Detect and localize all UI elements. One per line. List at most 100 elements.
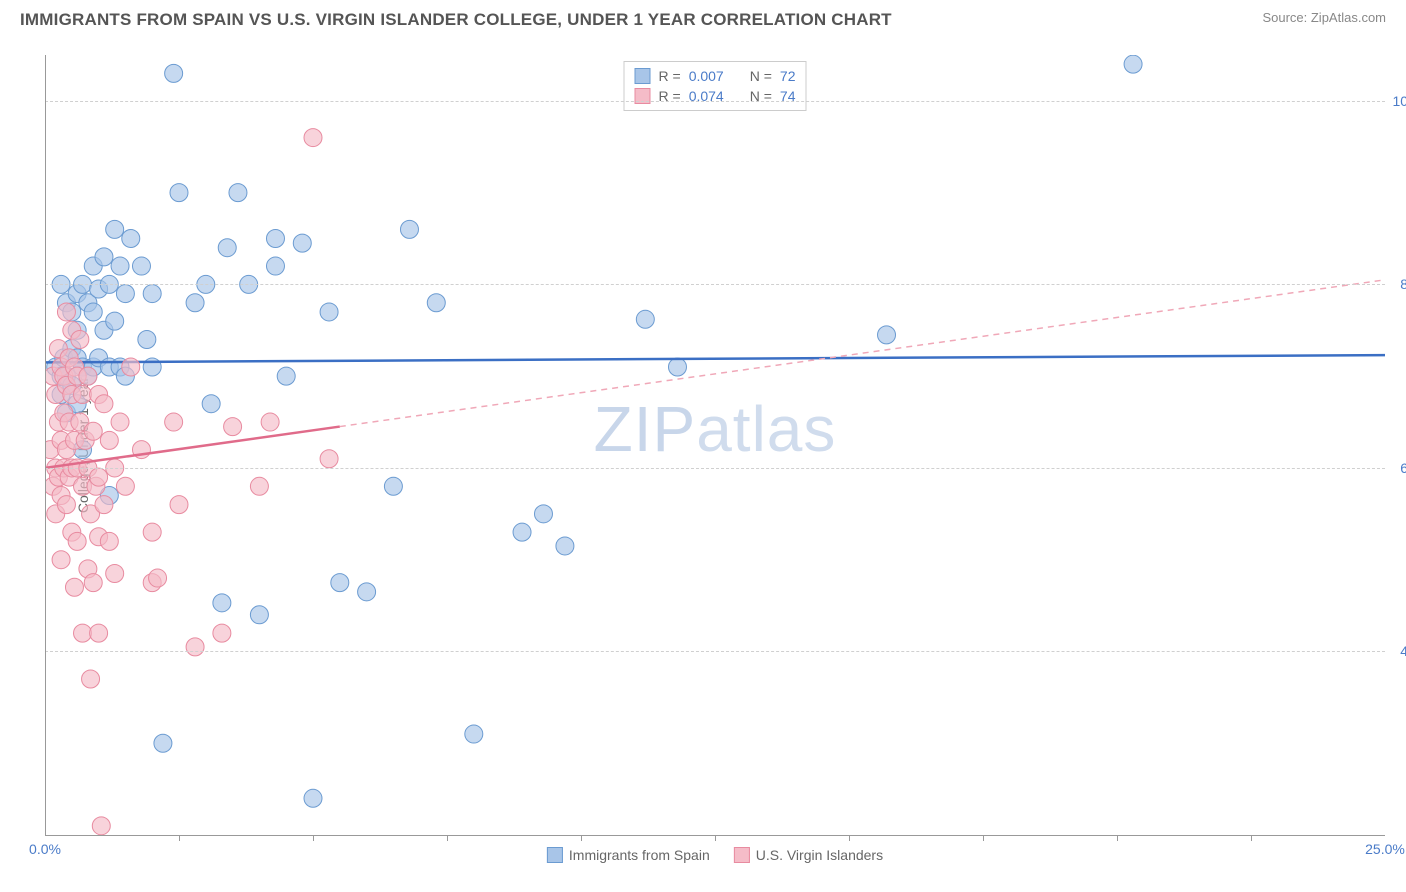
scatter-point	[106, 312, 124, 330]
scatter-plot-svg	[45, 55, 1385, 835]
scatter-point	[170, 496, 188, 514]
scatter-point	[68, 532, 86, 550]
scatter-point	[95, 395, 113, 413]
scatter-point	[92, 817, 110, 835]
scatter-point	[320, 303, 338, 321]
scatter-point	[149, 569, 167, 587]
gridline-h	[45, 468, 1385, 469]
legend-r-label: R =	[659, 68, 681, 84]
scatter-point	[358, 583, 376, 601]
scatter-point	[154, 734, 172, 752]
scatter-point	[95, 248, 113, 266]
scatter-point	[224, 418, 242, 436]
scatter-point	[213, 594, 231, 612]
y-tick-label: 60.0%	[1400, 460, 1406, 476]
scatter-point	[116, 285, 134, 303]
plot-area: ZIPatlas R =0.007N =72R =0.074N =74 Immi…	[45, 55, 1385, 835]
scatter-point	[122, 358, 140, 376]
scatter-point	[100, 532, 118, 550]
scatter-point	[513, 523, 531, 541]
y-axis-line	[45, 55, 46, 835]
scatter-point	[277, 367, 295, 385]
trendline-spain	[45, 355, 1385, 362]
scatter-point	[304, 129, 322, 147]
scatter-point	[261, 413, 279, 431]
scatter-point	[165, 413, 183, 431]
scatter-point	[170, 184, 188, 202]
gridline-h	[45, 284, 1385, 285]
gridline-h	[45, 651, 1385, 652]
scatter-point	[668, 358, 686, 376]
legend-n-label: N =	[750, 68, 772, 84]
trendline-usvi-dashed	[340, 280, 1385, 427]
scatter-point	[304, 789, 322, 807]
gridline-h	[45, 101, 1385, 102]
scatter-point	[111, 413, 129, 431]
x-minor-tick	[715, 835, 716, 841]
scatter-point	[74, 624, 92, 642]
scatter-point	[143, 523, 161, 541]
scatter-point	[74, 386, 92, 404]
scatter-point	[1124, 55, 1142, 73]
scatter-point	[250, 606, 268, 624]
legend-n-value: 72	[780, 68, 796, 84]
scatter-point	[71, 330, 89, 348]
chart-container: College, Under 1 year ZIPatlas R =0.007N…	[45, 55, 1385, 835]
scatter-point	[90, 624, 108, 642]
legend-swatch	[734, 847, 750, 863]
x-minor-tick	[313, 835, 314, 841]
chart-title: IMMIGRANTS FROM SPAIN VS U.S. VIRGIN ISL…	[20, 10, 892, 30]
legend-correlation-row: R = 0.007 N = 72	[635, 66, 796, 86]
x-tick-label: 0.0%	[29, 841, 61, 857]
scatter-point	[79, 367, 97, 385]
legend-correlation-row: R =0.074N =74	[635, 86, 796, 106]
scatter-point	[636, 310, 654, 328]
scatter-point	[116, 477, 134, 495]
scatter-point	[400, 220, 418, 238]
scatter-point	[266, 257, 284, 275]
scatter-point	[186, 638, 204, 656]
scatter-point	[218, 239, 236, 257]
scatter-point	[213, 624, 231, 642]
scatter-point	[229, 184, 247, 202]
scatter-point	[202, 395, 220, 413]
scatter-point	[122, 230, 140, 248]
scatter-point	[293, 234, 311, 252]
scatter-point	[384, 477, 402, 495]
scatter-point	[266, 230, 284, 248]
legend-r-value: 0.007	[689, 68, 724, 84]
y-tick-label: 40.0%	[1400, 643, 1406, 659]
x-tick-label: 25.0%	[1365, 841, 1405, 857]
scatter-point	[106, 564, 124, 582]
scatter-point	[465, 725, 483, 743]
x-minor-tick	[447, 835, 448, 841]
scatter-point	[84, 574, 102, 592]
x-minor-tick	[1117, 835, 1118, 841]
scatter-point	[534, 505, 552, 523]
source-label: Source: ZipAtlas.com	[1262, 10, 1386, 25]
x-minor-tick	[1251, 835, 1252, 841]
scatter-point	[186, 294, 204, 312]
legend-series-label: Immigrants from Spain	[569, 847, 710, 863]
legend-series-item: U.S. Virgin Islanders	[734, 847, 883, 863]
scatter-point	[165, 64, 183, 82]
scatter-point	[111, 257, 129, 275]
scatter-point	[57, 496, 75, 514]
scatter-point	[331, 574, 349, 592]
legend-swatch	[547, 847, 563, 863]
x-minor-tick	[581, 835, 582, 841]
scatter-point	[84, 303, 102, 321]
x-minor-tick	[849, 835, 850, 841]
scatter-point	[106, 220, 124, 238]
scatter-point	[320, 450, 338, 468]
scatter-point	[65, 578, 83, 596]
scatter-point	[143, 285, 161, 303]
y-tick-label: 80.0%	[1400, 276, 1406, 292]
y-tick-label: 100.0%	[1393, 93, 1406, 109]
x-minor-tick	[983, 835, 984, 841]
scatter-point	[427, 294, 445, 312]
legend-series-label: U.S. Virgin Islanders	[756, 847, 883, 863]
scatter-point	[95, 496, 113, 514]
scatter-point	[52, 551, 70, 569]
scatter-point	[100, 431, 118, 449]
